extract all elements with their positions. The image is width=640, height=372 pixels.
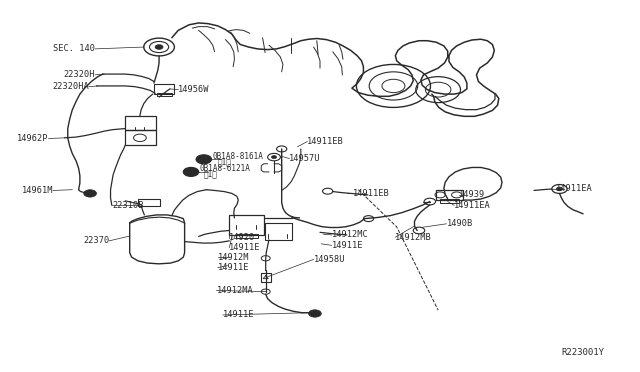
Circle shape bbox=[271, 155, 276, 158]
Text: 22320H: 22320H bbox=[64, 70, 95, 79]
Text: 14911E: 14911E bbox=[223, 311, 255, 320]
Circle shape bbox=[156, 45, 163, 49]
Text: 14920: 14920 bbox=[229, 233, 255, 243]
Text: 14911EA: 14911EA bbox=[454, 201, 491, 210]
Circle shape bbox=[556, 187, 563, 191]
Text: 14961M: 14961M bbox=[22, 186, 53, 195]
Bar bbox=[436, 190, 463, 200]
Text: 14911EB: 14911EB bbox=[307, 137, 344, 146]
Circle shape bbox=[308, 310, 321, 317]
Text: 0B1A8-6121A: 0B1A8-6121A bbox=[200, 164, 251, 173]
Circle shape bbox=[196, 155, 211, 164]
Text: 14957U: 14957U bbox=[289, 154, 321, 163]
Text: 14911E: 14911E bbox=[332, 241, 363, 250]
Bar bbox=[154, 84, 174, 94]
Text: 14962P: 14962P bbox=[17, 134, 49, 143]
Text: 14958U: 14958U bbox=[314, 255, 345, 264]
Text: 14911E: 14911E bbox=[229, 243, 261, 252]
Bar bbox=[265, 223, 292, 240]
Bar bbox=[260, 273, 271, 282]
Text: 14912MB: 14912MB bbox=[396, 232, 432, 242]
Text: 22320HA: 22320HA bbox=[52, 82, 89, 91]
Text: SEC. 140: SEC. 140 bbox=[53, 44, 95, 53]
Text: 14911EA: 14911EA bbox=[556, 185, 593, 193]
Circle shape bbox=[84, 190, 97, 197]
Text: （1）: （1） bbox=[218, 157, 232, 166]
Bar bbox=[157, 93, 172, 96]
Text: 22370: 22370 bbox=[83, 236, 109, 246]
Text: 14939: 14939 bbox=[460, 190, 486, 199]
Text: 1490B: 1490B bbox=[447, 219, 473, 228]
Text: B: B bbox=[188, 167, 194, 176]
Text: 0B1A8-8161A: 0B1A8-8161A bbox=[212, 152, 264, 161]
Bar bbox=[440, 199, 460, 203]
Text: 14912M: 14912M bbox=[218, 253, 250, 262]
Text: 14956W: 14956W bbox=[178, 85, 210, 94]
Bar bbox=[125, 131, 156, 145]
Text: 14911E: 14911E bbox=[218, 263, 250, 272]
Text: 14912MA: 14912MA bbox=[216, 286, 253, 295]
Bar bbox=[125, 116, 156, 131]
Bar bbox=[229, 215, 264, 235]
Bar bbox=[138, 199, 161, 206]
Circle shape bbox=[183, 167, 198, 176]
Bar bbox=[236, 234, 258, 238]
Text: （1）: （1） bbox=[204, 170, 218, 179]
Text: B: B bbox=[201, 155, 207, 164]
Text: 14912MC: 14912MC bbox=[332, 230, 368, 240]
Text: 22310B: 22310B bbox=[113, 201, 144, 210]
Text: 14911EB: 14911EB bbox=[353, 189, 390, 198]
Text: R223001Y: R223001Y bbox=[561, 347, 604, 356]
